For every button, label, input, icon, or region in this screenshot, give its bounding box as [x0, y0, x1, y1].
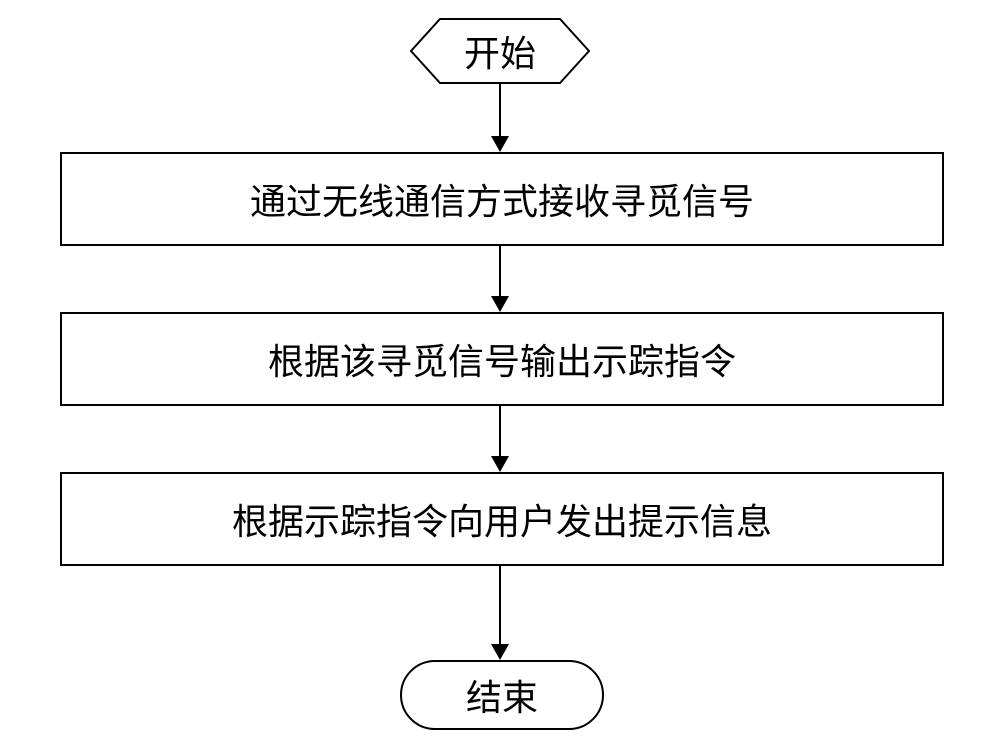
start-node: 开始 [410, 18, 590, 84]
step2-node: 根据该寻觅信号输出示踪指令 [60, 312, 944, 406]
step3-label: 根据示踪指令向用户发出提示信息 [232, 493, 772, 545]
start-label: 开始 [464, 25, 536, 77]
step1-label: 通过无线通信方式接收寻觅信号 [250, 173, 754, 225]
edge-step3-end [499, 564, 501, 644]
arrow-head [491, 296, 509, 312]
arrow-head [491, 136, 509, 152]
edge-start-step1 [499, 84, 501, 136]
step2-label: 根据该寻觅信号输出示踪指令 [268, 333, 736, 385]
end-label: 结束 [466, 669, 538, 721]
step1-node: 通过无线通信方式接收寻觅信号 [60, 152, 944, 246]
arrow-head [491, 456, 509, 472]
flowchart-canvas: 开始 通过无线通信方式接收寻觅信号 根据该寻觅信号输出示踪指令 根据示踪指令向用… [0, 0, 1000, 756]
arrow-head [491, 644, 509, 660]
edge-step2-step3 [499, 404, 501, 456]
end-node: 结束 [400, 660, 604, 730]
step3-node: 根据示踪指令向用户发出提示信息 [60, 472, 944, 566]
edge-step1-step2 [499, 244, 501, 296]
